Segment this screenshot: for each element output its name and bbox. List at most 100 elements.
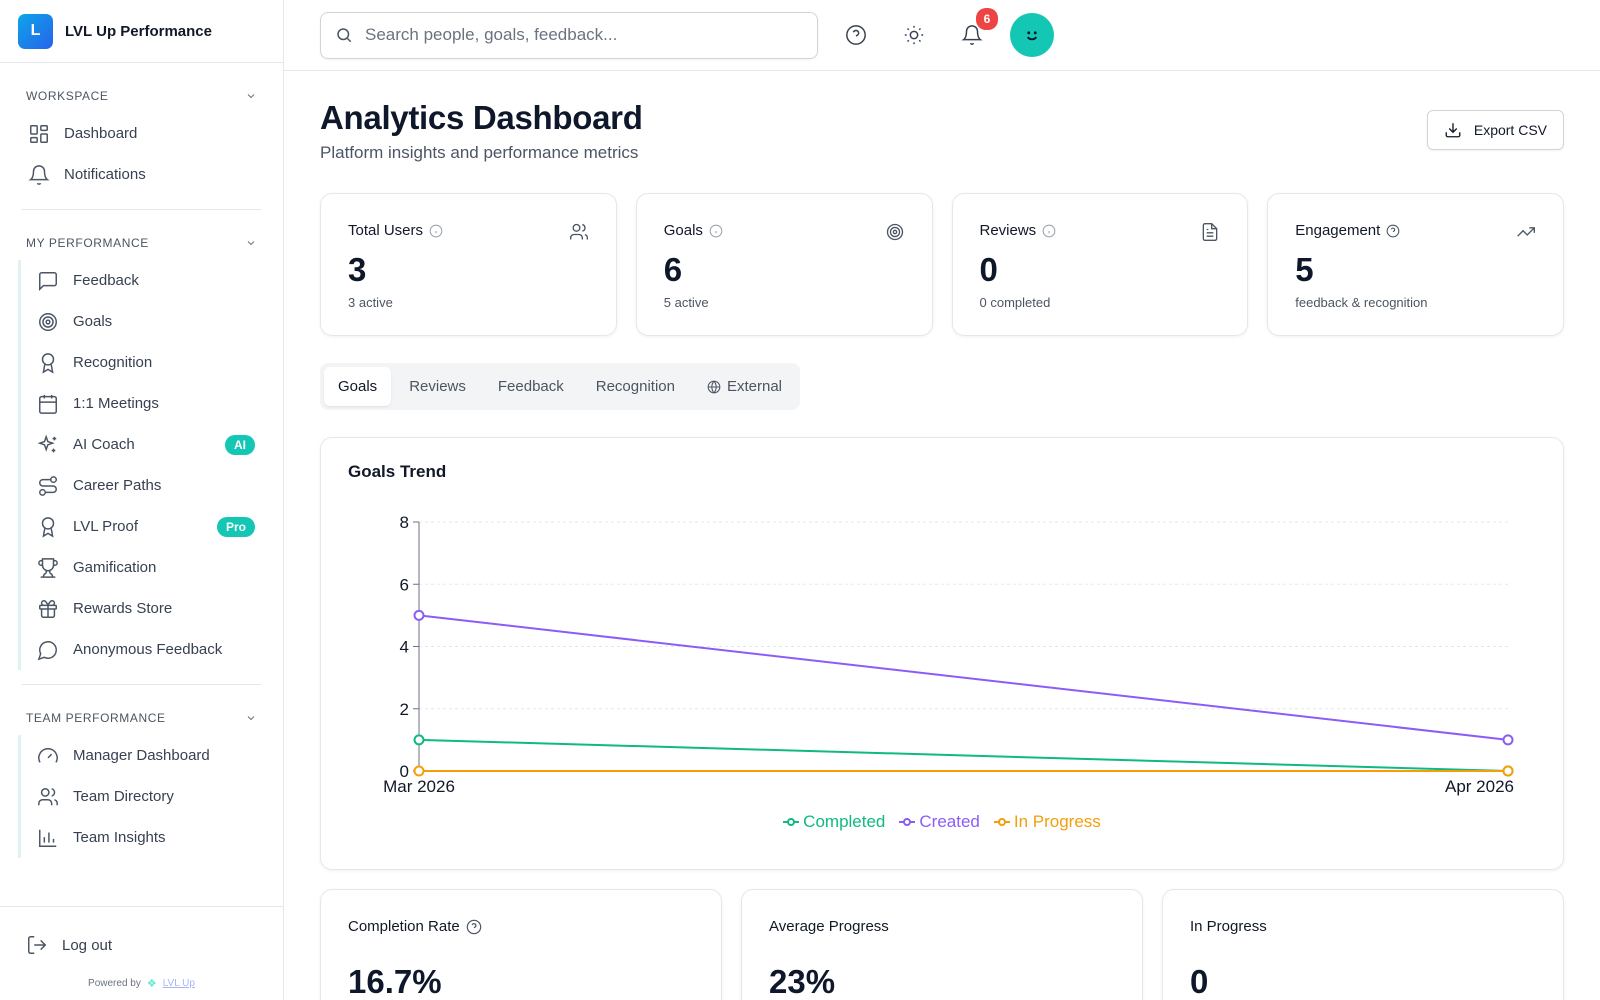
- topbar: 6: [284, 0, 1600, 71]
- download-icon: [1445, 123, 1461, 138]
- notifications-button[interactable]: 6: [952, 8, 998, 55]
- legend-item[interactable]: Created: [899, 812, 980, 832]
- stat-card-engagement: Engagement 5 feedback & recognition: [1267, 193, 1564, 336]
- info-icon[interactable]: [429, 224, 443, 238]
- section-workspace[interactable]: WORKSPACE: [22, 63, 261, 113]
- sidebar-item-label: Gamification: [73, 559, 157, 576]
- sidebar-item-meetings[interactable]: 1:1 Meetings: [31, 383, 261, 424]
- sidebar-item-lvl-proof[interactable]: LVL Proof Pro: [31, 506, 261, 547]
- legend-line-marker-icon: [783, 818, 800, 826]
- section-team-performance[interactable]: TEAM PERFORMANCE: [22, 685, 261, 735]
- sidebar-item-rewards-store[interactable]: Rewards Store: [31, 588, 261, 629]
- logout-button[interactable]: Log out: [22, 923, 261, 967]
- section-title: TEAM PERFORMANCE: [26, 711, 166, 725]
- sidebar-item-feedback[interactable]: Feedback: [31, 260, 261, 301]
- gauge-icon: [38, 747, 58, 763]
- theme-toggle-button[interactable]: [894, 15, 934, 55]
- data-point: [413, 765, 425, 777]
- in-progress-card: In Progress 0: [1162, 889, 1564, 1000]
- powered-by: Powered by ❖ LVL Up: [22, 977, 261, 990]
- section-my-performance[interactable]: MY PERFORMANCE: [22, 210, 261, 260]
- award-icon: [41, 516, 55, 538]
- sparkles-icon: [37, 434, 57, 452]
- sidebar-item-anonymous-feedback[interactable]: Anonymous Feedback: [31, 629, 261, 670]
- legend-label: Created: [919, 812, 980, 831]
- export-csv-button[interactable]: Export CSV: [1426, 110, 1564, 150]
- tab-external[interactable]: External: [693, 367, 796, 406]
- search-input[interactable]: [365, 25, 803, 45]
- sidebar-item-label: Anonymous Feedback: [73, 641, 223, 658]
- sidebar-item-label: Manager Dashboard: [73, 747, 210, 764]
- brand-name: LVL Up Performance: [65, 22, 212, 40]
- target-icon: [39, 312, 57, 331]
- search-box[interactable]: [320, 11, 818, 59]
- chat-bubble-icon: [37, 640, 57, 660]
- info-icon[interactable]: [709, 224, 723, 238]
- brand-logo: L: [18, 13, 53, 49]
- sidebar-item-team-insights[interactable]: Team Insights: [31, 817, 261, 858]
- stat-card-reviews: Reviews 0 0 completed: [951, 193, 1249, 336]
- x-tick-label: Mar 2026: [383, 777, 455, 796]
- chevron-down-icon: [247, 241, 255, 246]
- sidebar-item-label: Career Paths: [73, 477, 162, 494]
- goals-trend-chart: 0 2 4 6 8 Mar 2026 Apr 2026: [383, 513, 1514, 796]
- sidebar-item-team-directory[interactable]: Team Directory: [31, 776, 261, 817]
- stat-note: 0 completed: [979, 295, 1051, 310]
- tab-label: External: [726, 378, 782, 395]
- avatar[interactable]: [1010, 13, 1054, 57]
- logout-label: Log out: [62, 936, 113, 954]
- sidebar: L LVL Up Performance WORKSPACE Dashboard…: [0, 0, 284, 1000]
- stats-row: Total Users 3 3 active Goals 6 5 active …: [320, 193, 1564, 336]
- sidebar-item-career-paths[interactable]: Career Paths: [31, 465, 261, 506]
- sidebar-item-ai-coach[interactable]: AI Coach AI: [31, 424, 261, 465]
- info-icon[interactable]: [1042, 224, 1056, 238]
- y-tick-label: 4: [400, 638, 409, 657]
- analytics-tabs: Goals Reviews Feedback Recognition Exter…: [320, 363, 800, 410]
- section-title: WORKSPACE: [26, 89, 109, 103]
- stat-label: Goals: [663, 222, 703, 239]
- chevron-down-icon: [247, 716, 255, 721]
- tab-goals[interactable]: Goals: [324, 367, 392, 406]
- globe-icon: [707, 380, 721, 393]
- data-point: [1502, 765, 1514, 777]
- sidebar-item-label: 1:1 Meetings: [73, 395, 159, 412]
- y-tick-label: 0: [400, 762, 409, 781]
- sidebar-item-gamification[interactable]: Gamification: [31, 547, 261, 588]
- legend-item[interactable]: Completed: [783, 812, 885, 832]
- card-label: Completion Rate: [348, 918, 460, 935]
- stat-value: 5: [1295, 251, 1314, 288]
- sidebar-item-notifications[interactable]: Notifications: [22, 154, 261, 195]
- y-tick-label: 2: [400, 700, 409, 719]
- legend-line-marker-icon: [993, 818, 1010, 826]
- legend-item[interactable]: In Progress: [993, 812, 1101, 832]
- help-circle-icon[interactable]: [1386, 224, 1400, 238]
- sidebar-item-label: Dashboard: [64, 125, 138, 142]
- team-performance-group: Manager Dashboard Team Directory Team In…: [18, 735, 261, 858]
- powered-logo[interactable]: LVL Up: [162, 978, 195, 989]
- sidebar-item-label: Feedback: [73, 272, 139, 289]
- sidebar-item-goals[interactable]: Goals: [31, 301, 261, 342]
- tab-recognition[interactable]: Recognition: [595, 378, 675, 395]
- target-icon: [886, 223, 903, 241]
- page-title: Analytics Dashboard: [320, 99, 643, 136]
- sidebar-item-manager-dashboard[interactable]: Manager Dashboard: [31, 735, 261, 776]
- sidebar-item-dashboard[interactable]: Dashboard: [22, 113, 261, 154]
- y-tick-label: 6: [400, 575, 409, 594]
- stat-label: Engagement: [1295, 222, 1381, 239]
- legend-label: Completed: [803, 812, 886, 831]
- card-value: 0: [1190, 963, 1209, 1000]
- tab-feedback[interactable]: Feedback: [497, 378, 564, 395]
- help-button[interactable]: [836, 15, 876, 55]
- help-circle-icon[interactable]: [466, 919, 482, 935]
- brand[interactable]: L LVL Up Performance: [0, 0, 283, 63]
- x-tick-label: Apr 2026: [1445, 777, 1514, 796]
- stat-value: 3: [348, 251, 367, 288]
- sidebar-item-label: Rewards Store: [73, 600, 173, 617]
- tab-reviews[interactable]: Reviews: [409, 378, 466, 395]
- completion-rate-card: Completion Rate 16.7%: [320, 889, 722, 1000]
- search-icon: [337, 28, 352, 43]
- message-icon: [39, 271, 57, 291]
- sidebar-item-label: Notifications: [64, 166, 146, 183]
- sidebar-item-label: Team Insights: [73, 829, 166, 846]
- sidebar-item-recognition[interactable]: Recognition: [31, 342, 261, 383]
